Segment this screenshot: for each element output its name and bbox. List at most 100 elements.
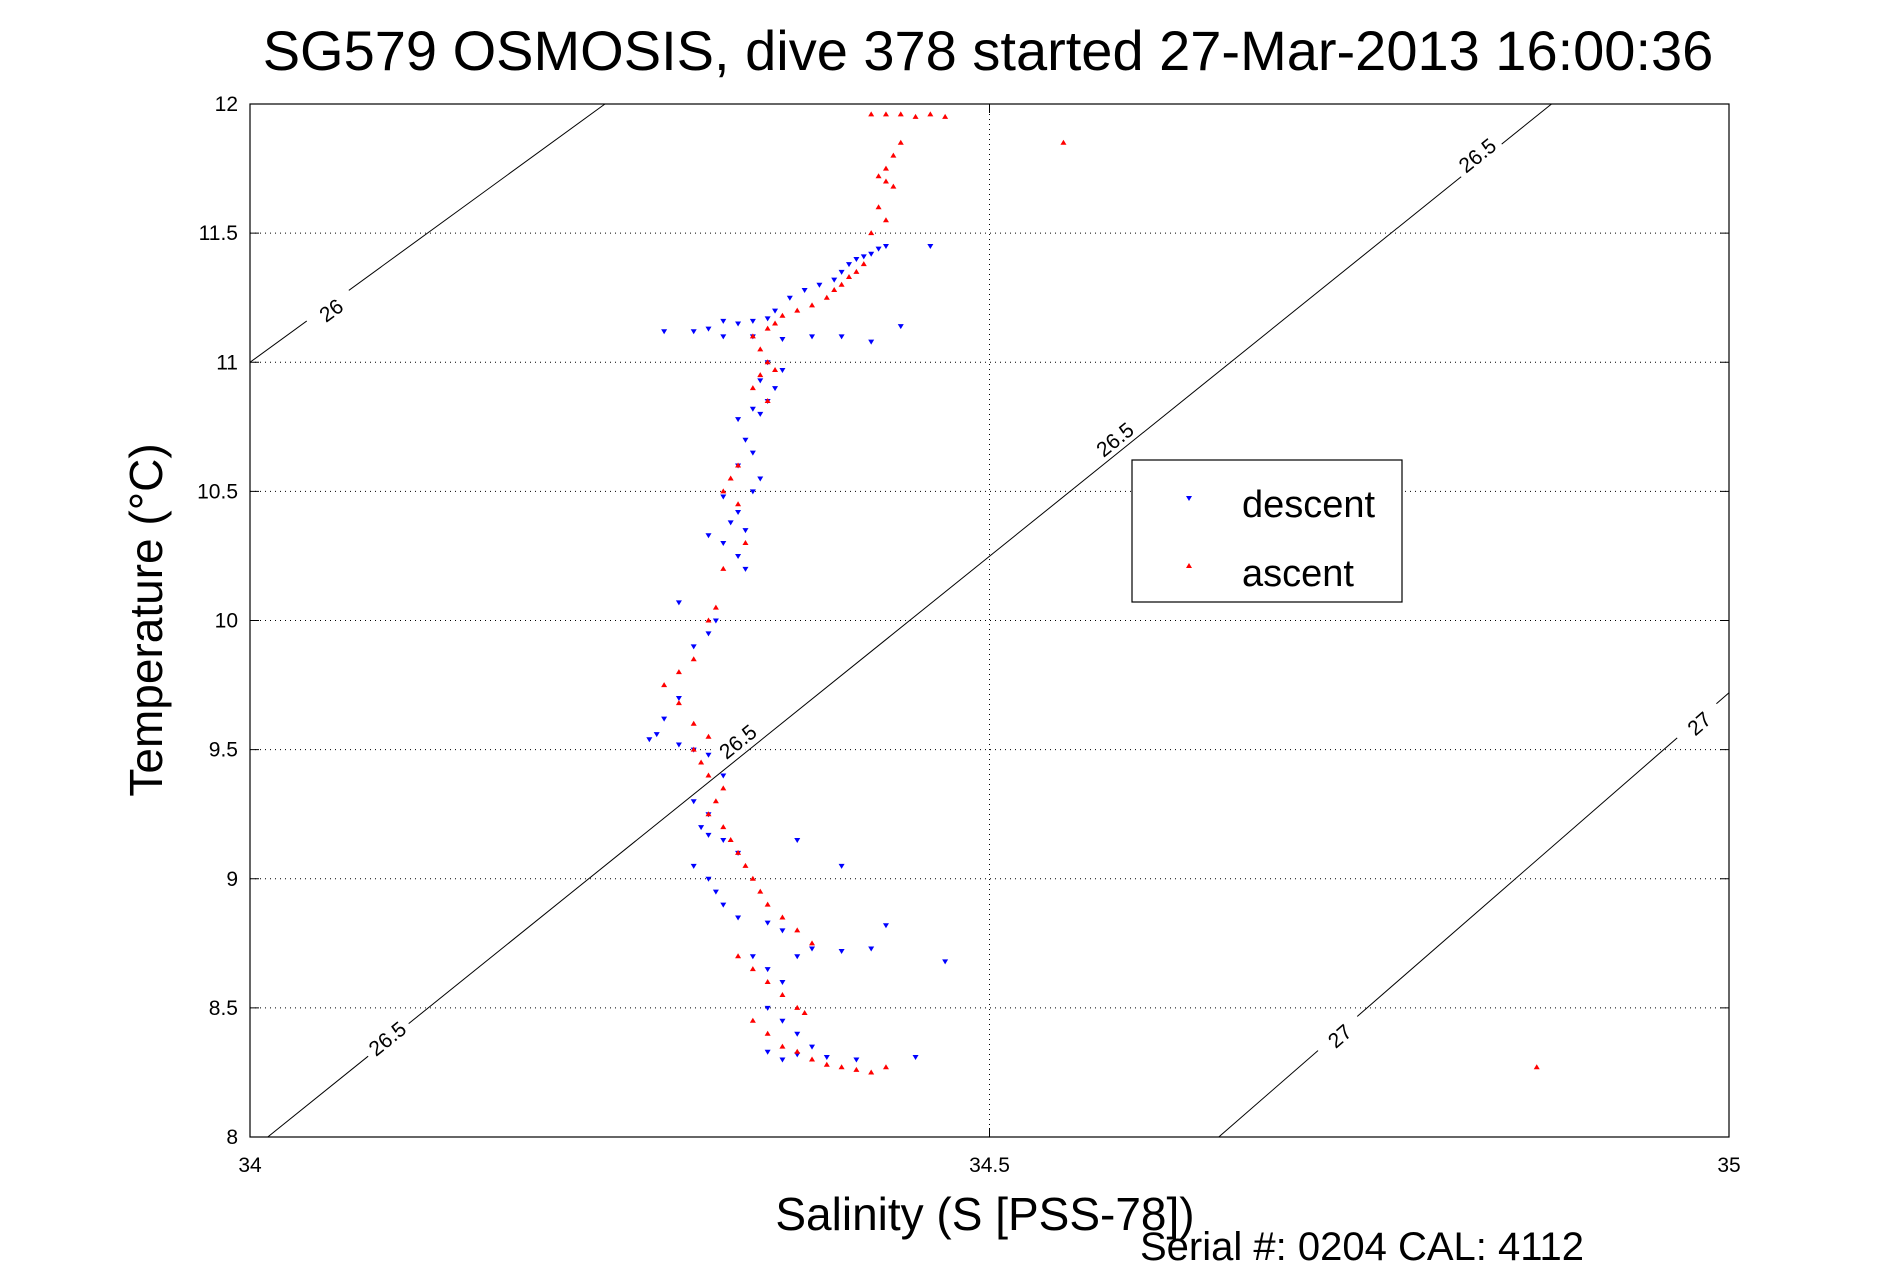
ascent-point [779,1043,786,1049]
descent-point [705,533,712,539]
descent-point [735,553,742,559]
ascent-point [735,849,742,855]
descent-point [809,946,816,952]
ascent-point [735,501,742,507]
descent-point [882,244,889,250]
ascent-point [1533,1064,1540,1070]
descent-point [712,618,719,624]
descent-point [912,1054,919,1060]
ascent-point [875,204,882,210]
descent-point [772,386,779,392]
descent-point [742,528,749,534]
contour-label-bg [359,1012,415,1064]
ascent-point [661,682,668,688]
ascent-point [749,1017,756,1023]
descent-point [779,1018,786,1024]
ascent-point [794,307,801,313]
density-contour-26.5: 26.526.526.526.5 [267,103,1552,1138]
ascent-point [690,746,697,752]
descent-point [942,959,949,965]
descent-point [764,1005,771,1011]
descent-point [735,510,742,516]
descent-point [794,954,801,960]
contour-label-bg [709,715,766,767]
ascent-point [735,462,742,468]
descent-point [742,566,749,572]
ascent-point [809,302,816,308]
ascent-point [882,217,889,223]
ascent-point [712,604,719,610]
descent-point [720,902,727,908]
descent-point [720,773,727,779]
descent-point [772,308,779,314]
ascent-point [757,888,764,894]
ascent-point [742,540,749,546]
y-tick-label: 10.5 [197,480,238,503]
ascent-point [875,173,882,179]
descent-point [757,476,764,482]
ascent-point [742,862,749,868]
descent-point [816,282,823,288]
legend-marker-descent [1186,496,1192,501]
ascent-point [1060,139,1067,145]
ascent-point [890,183,897,189]
ascent-point [823,1061,830,1067]
descent-point [786,295,793,301]
descent-point [764,967,771,973]
ascent-point [772,366,779,372]
descent-point [838,949,845,955]
descent-point [838,863,845,869]
descent-point [720,541,727,547]
ascent-point [942,113,949,119]
y-tick-label: 8 [226,1126,238,1149]
ascent-point [845,274,852,280]
ascent-point [897,139,904,145]
ascent-point [882,178,889,184]
ascent-point [749,385,756,391]
descent-point [809,1044,816,1050]
descent-point [779,1057,786,1063]
descent-point [749,318,756,324]
descent-point [779,367,786,373]
descent-point [720,838,727,844]
y-axis-label: Temperature (°C) [120,443,172,796]
descent-point [690,799,697,805]
descent-point [705,752,712,758]
plot-area-border [249,103,1730,1138]
legend-marker-ascent [1186,563,1192,568]
contour-label-bg [1671,696,1727,750]
descent-point [779,980,786,986]
ascent-point [860,261,867,267]
descent-point [705,326,712,332]
ascent-point [890,152,897,158]
legend-box [1131,459,1403,603]
descent-point [720,334,727,340]
descent-point [831,277,838,283]
legend: descent ascent [1131,459,1403,603]
series-ascent [661,111,1540,1075]
descent-point [845,262,852,268]
ascent-point [882,165,889,171]
contour-label-bg [302,284,359,335]
descent-point [735,915,742,921]
descent-point [764,316,771,322]
ascent-point [794,927,801,933]
y-tick-label: 11 [216,351,238,374]
ascent-point [764,979,771,985]
descent-point [794,1031,801,1037]
ascent-point [779,312,786,318]
descent-point [860,254,867,260]
x-tick-label: 35 [1717,1154,1740,1177]
descent-point [882,923,889,929]
ascent-point [757,372,764,378]
descent-point [653,732,660,738]
ascent-point [720,785,727,791]
ascent-point [897,111,904,117]
ascent-point [727,475,734,481]
descent-point [801,287,808,293]
contour-line [249,103,606,363]
ascent-point [690,656,697,662]
descent-point [720,318,727,324]
descent-point [749,450,756,456]
